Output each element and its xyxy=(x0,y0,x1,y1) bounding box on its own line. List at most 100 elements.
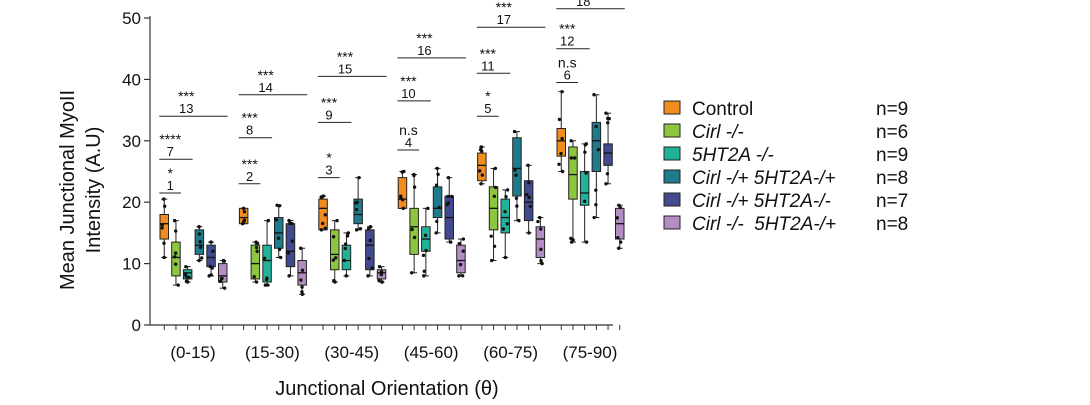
data-point xyxy=(501,227,506,231)
legend-label-cirl-het-5ht2a-mut: Cirl -/+ 5HT2A-/- xyxy=(692,191,831,212)
data-point xyxy=(617,246,621,250)
significance-id: 15 xyxy=(338,61,352,76)
data-point xyxy=(198,245,203,250)
data-point xyxy=(379,272,384,277)
data-point xyxy=(162,241,166,245)
y-tick-label: 30 xyxy=(122,132,141,151)
legend-item-5ht2a: 5HT2A -/- n=9 xyxy=(663,145,908,166)
data-point xyxy=(344,274,348,278)
significance-stars: *** xyxy=(321,94,338,110)
data-point xyxy=(187,275,191,280)
data-point xyxy=(514,196,519,201)
data-point xyxy=(321,194,326,198)
data-point xyxy=(434,183,439,187)
data-point xyxy=(222,286,227,290)
data-point xyxy=(489,234,493,238)
significance-id: 12 xyxy=(560,34,574,49)
data-point xyxy=(412,185,417,189)
data-point xyxy=(343,242,348,246)
data-point xyxy=(412,235,417,240)
data-point xyxy=(173,255,177,259)
data-point xyxy=(461,237,466,241)
significance-id: 3 xyxy=(325,163,332,178)
data-point xyxy=(320,221,325,226)
significance-id: 8 xyxy=(246,123,253,138)
data-point xyxy=(335,218,339,223)
legend-swatch-control xyxy=(663,100,681,115)
data-point xyxy=(503,209,507,214)
data-point xyxy=(367,256,371,261)
data-point xyxy=(176,283,180,287)
data-point xyxy=(592,93,596,97)
data-point xyxy=(557,162,561,167)
data-point xyxy=(319,228,324,232)
data-point xyxy=(457,241,461,246)
box-body xyxy=(171,241,181,277)
significance-id: 11 xyxy=(481,58,495,73)
data-point xyxy=(503,255,508,260)
significance-stars: n.s xyxy=(558,54,577,70)
legend-label-cirl-mut-5ht2a-het: Cirl -/- 5HT2A-/+ xyxy=(692,214,836,235)
legend-label-double-het: Cirl -/+ 5HT2A-/+ xyxy=(692,168,836,189)
data-point xyxy=(323,213,328,217)
data-point xyxy=(512,129,517,134)
significance-id: 13 xyxy=(179,101,193,116)
data-point xyxy=(400,198,405,202)
x-axis-label: Junctional Orientation (θ) xyxy=(275,378,498,400)
data-point xyxy=(333,256,338,260)
data-point xyxy=(514,173,518,177)
data-point xyxy=(370,266,374,270)
data-point xyxy=(571,238,575,242)
data-point xyxy=(539,259,543,263)
data-point xyxy=(299,246,303,250)
legend-item-control: Control n=9 xyxy=(663,99,908,120)
data-point xyxy=(584,142,588,146)
significance-stars: * xyxy=(326,150,332,166)
data-point xyxy=(410,227,414,232)
data-point xyxy=(300,290,304,294)
x-tick-label: (60-75) xyxy=(483,343,538,362)
box-body xyxy=(477,152,487,182)
data-point xyxy=(265,276,269,280)
box-body xyxy=(285,223,296,268)
data-point xyxy=(277,247,282,252)
data-point xyxy=(492,244,497,249)
data-point xyxy=(354,201,358,205)
data-point xyxy=(569,156,573,160)
data-point xyxy=(536,219,540,224)
data-point xyxy=(401,206,406,211)
data-point xyxy=(266,218,271,223)
box-body xyxy=(500,198,510,234)
data-point xyxy=(423,233,428,238)
data-point xyxy=(252,275,256,279)
data-point xyxy=(358,227,363,231)
legend-label-5ht2a: 5HT2A -/- xyxy=(692,145,774,166)
data-point xyxy=(569,139,573,143)
data-point xyxy=(449,240,453,244)
significance-stars: *** xyxy=(178,88,195,104)
significance-stars: *** xyxy=(400,73,417,89)
data-point xyxy=(492,194,497,198)
box-body xyxy=(568,146,578,200)
data-point xyxy=(594,202,598,207)
box-body xyxy=(365,229,375,271)
data-point xyxy=(457,274,461,278)
data-point xyxy=(287,274,291,278)
data-point xyxy=(274,218,279,222)
data-point xyxy=(489,258,494,263)
data-point xyxy=(446,201,451,205)
x-tick-label: (45-60) xyxy=(404,343,459,362)
data-point xyxy=(618,240,623,244)
data-point xyxy=(560,169,565,174)
legend-label-cirl: Cirl -/- xyxy=(692,122,744,143)
data-point xyxy=(368,238,372,243)
legend-item-double-het: Cirl -/+ 5HT2A-/+ n=8 xyxy=(663,168,908,189)
box-body xyxy=(535,226,546,258)
data-point xyxy=(539,227,543,231)
data-point xyxy=(174,229,178,233)
y-tick-label: 40 xyxy=(122,70,141,89)
significance-stars: *** xyxy=(241,110,258,126)
significance-id: 1 xyxy=(167,178,174,193)
data-point xyxy=(254,240,258,244)
significance-stars: * xyxy=(485,88,491,104)
